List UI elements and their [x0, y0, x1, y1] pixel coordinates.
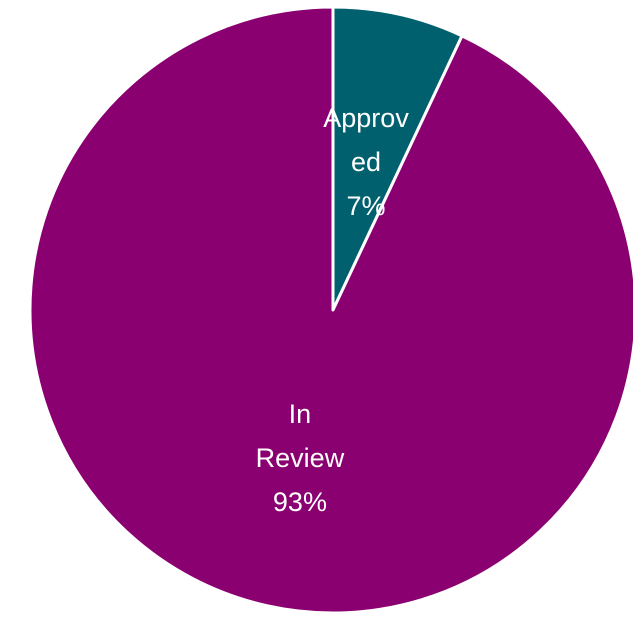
pie-slice — [28, 5, 633, 615]
pie-slice — [331, 5, 464, 312]
slice-value: 93% — [272, 486, 327, 517]
slice-label: In Review 93% — [250, 392, 350, 524]
slice-category: Approved — [323, 103, 409, 178]
slice-category: In Review — [255, 398, 345, 473]
slice-label: Approved 7% — [316, 96, 416, 228]
slice-value: 7% — [346, 191, 386, 222]
